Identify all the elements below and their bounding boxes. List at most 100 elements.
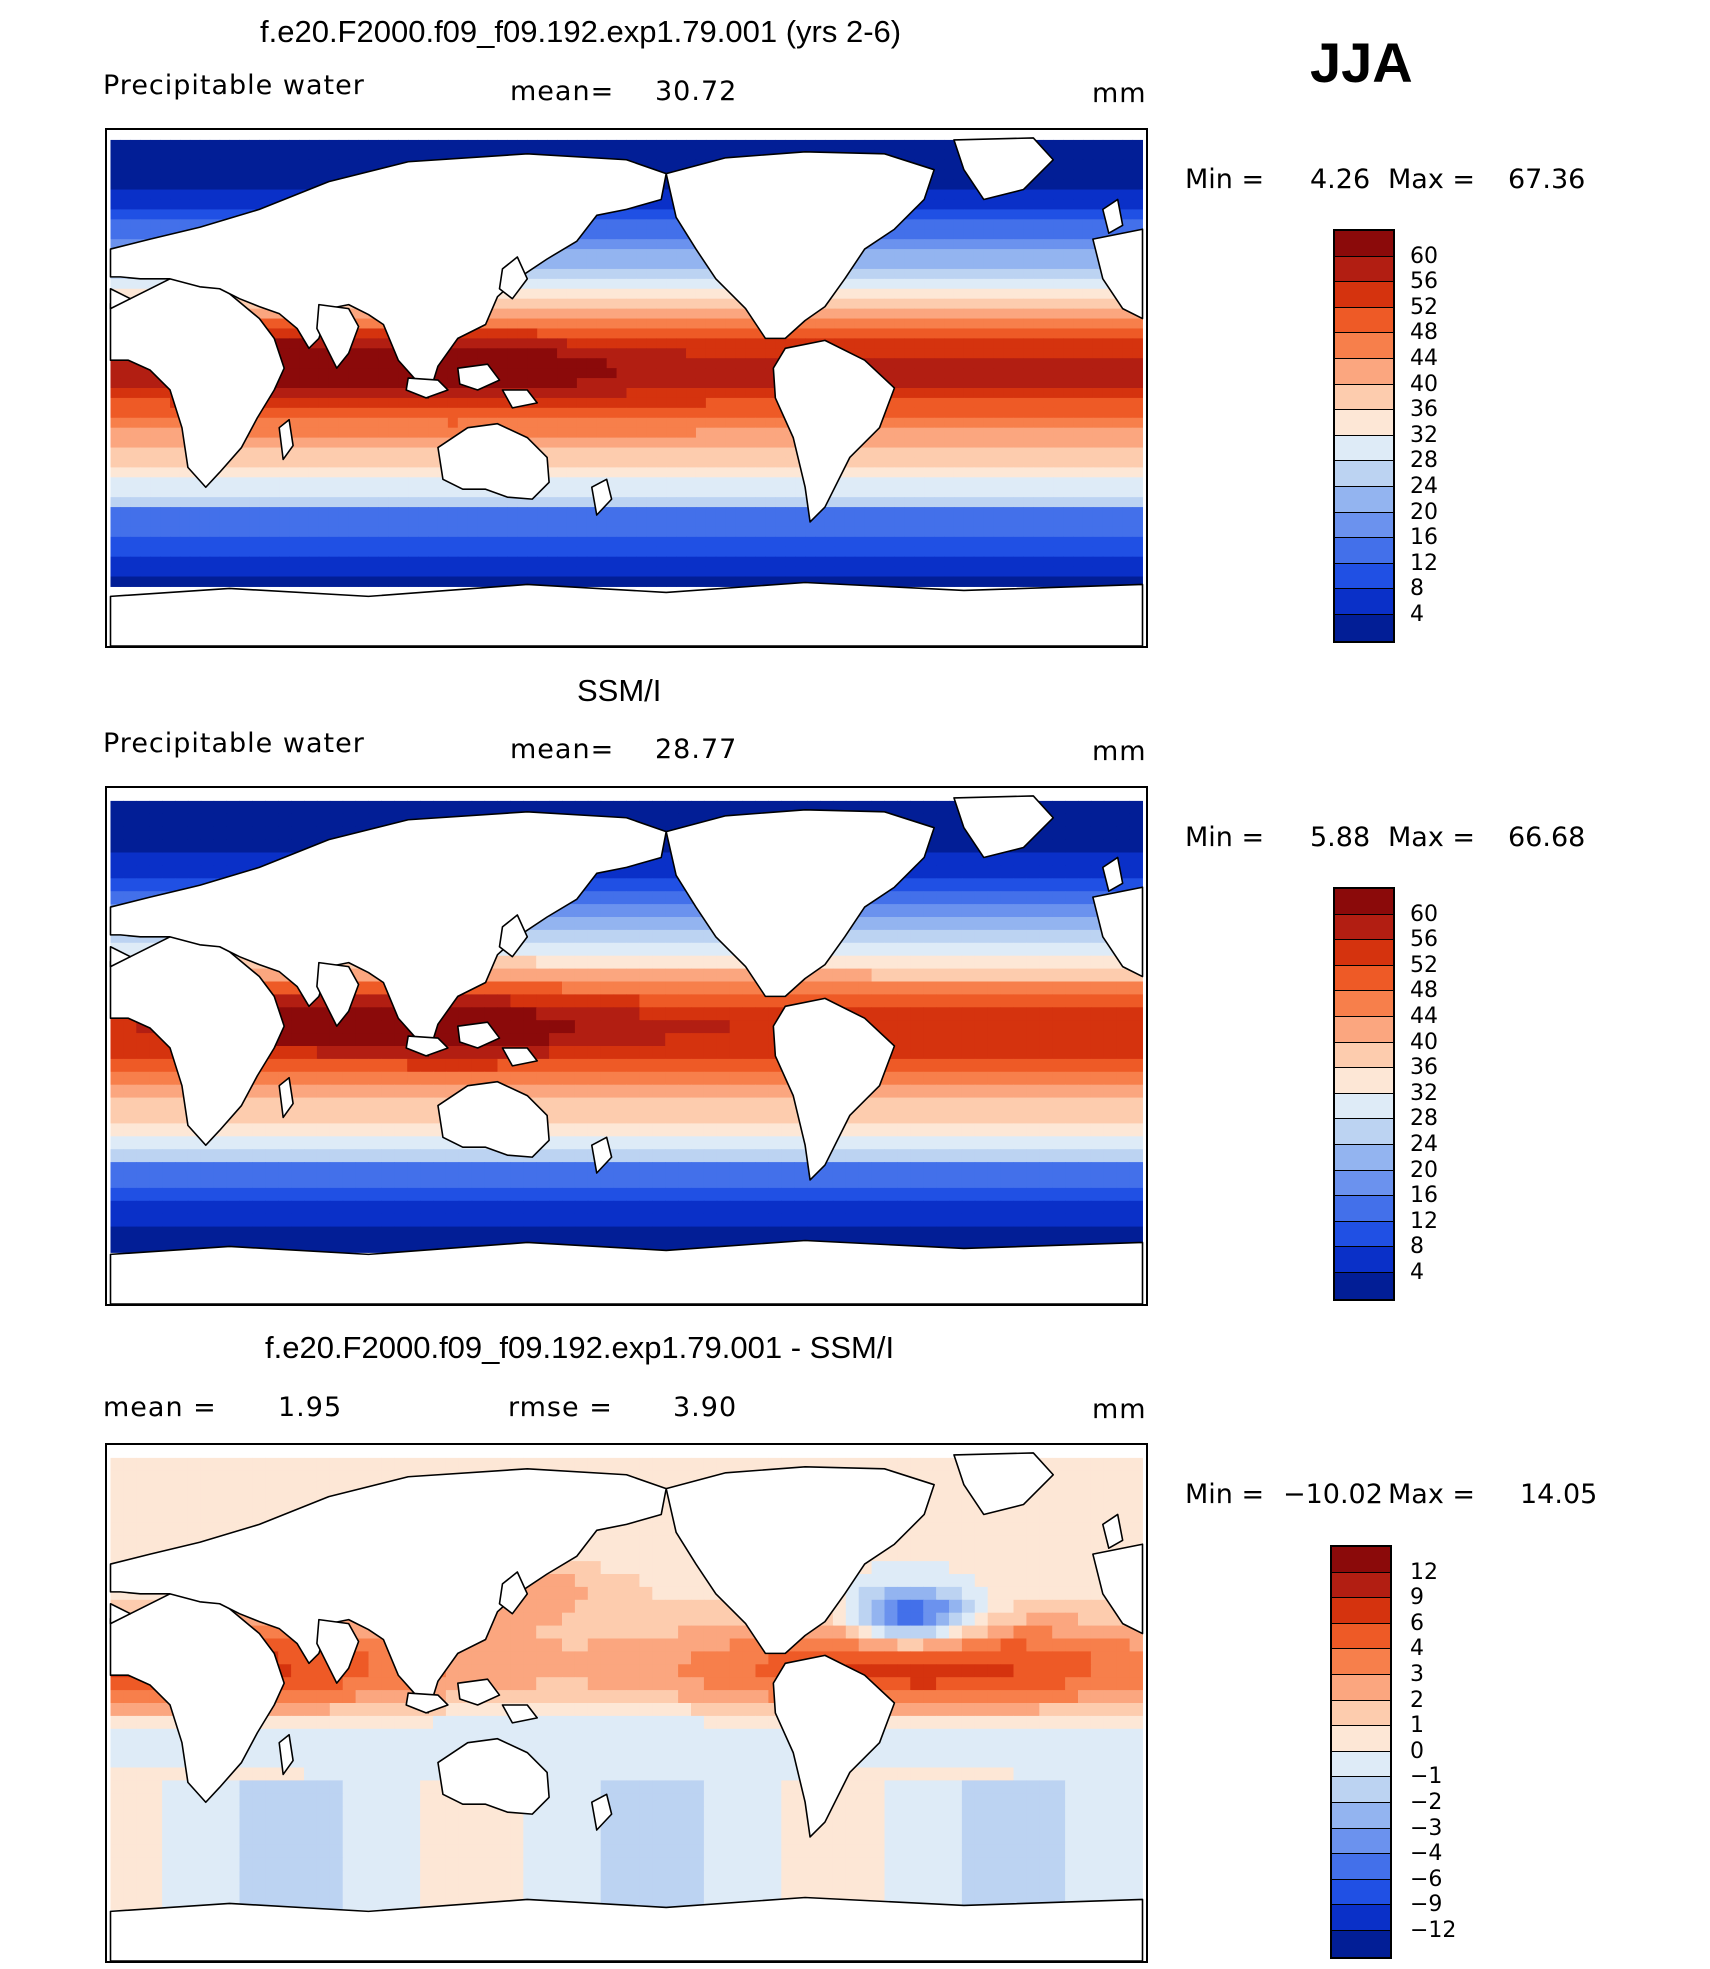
coastline [457,1678,501,1706]
panel3-title: f.e20.F2000.f09_f09.192.exp1.79.001 - SS… [265,1330,895,1365]
panel1-mean-value: 30.72 [655,76,738,107]
panel2-min-value: 5.88 [1310,822,1371,853]
colorbar-tick-label: 32 [1410,422,1438,448]
colorbar-tick-label: 12 [1410,1559,1438,1585]
colorbar-tick-label: 4 [1410,602,1424,627]
panel2-variable: Precipitable water [103,728,365,759]
coastline [1092,886,1144,978]
colorbar-tick-label: 2 [1410,1687,1424,1713]
coastline [437,422,550,500]
colorbar-tick-label: 24 [1410,1132,1438,1157]
coastline [109,287,132,310]
coastline [665,1466,935,1655]
coastline [278,418,294,461]
coastline [590,478,613,516]
colorbar-tick-label: 20 [1410,1157,1438,1183]
panel1-min-value: 4.26 [1310,164,1371,195]
colorbar-swatch [1335,307,1393,334]
coastline [437,1737,550,1815]
coastline [109,581,1144,646]
colorbar-swatch [1332,1854,1390,1880]
panel3-colorbar [1330,1545,1392,1959]
coastline [109,1239,1144,1304]
panel1-map-svg [109,137,1144,646]
colorbar-swatch [1335,1196,1393,1222]
colorbar-tick-label: 16 [1410,1183,1438,1209]
colorbar-swatch [1332,1777,1390,1803]
coastline [772,1654,896,1838]
panel2-min-label: Min = [1185,822,1265,853]
colorbar-swatch [1335,563,1393,590]
colorbar-swatch [1332,1674,1390,1701]
colorbar-tick-label: 28 [1410,448,1438,474]
coastline [590,1793,613,1831]
colorbar-tick-label: 1 [1410,1713,1424,1739]
colorbar-tick-label: 48 [1410,978,1438,1004]
coastline [1102,1513,1124,1549]
colorbar-swatch [1335,435,1393,462]
coastline [437,1080,550,1158]
colorbar-tick-label: 6 [1410,1610,1424,1636]
panel2-units: mm [1092,736,1147,767]
colorbar-tick-label: −3 [1410,1815,1443,1841]
colorbar-swatch [1335,1170,1393,1197]
coastline [457,1021,501,1049]
colorbar-tick-label: −9 [1410,1892,1443,1918]
colorbar-tick-label: −6 [1410,1866,1443,1892]
colorbar-swatch [1335,461,1393,487]
colorbar-swatch [1335,410,1393,436]
panel3-rmse-label: rmse = [508,1392,613,1423]
colorbar-tick-label: 56 [1410,927,1438,953]
panel2-max-label: Max = [1388,822,1476,853]
coastline [501,1047,538,1067]
panel1-min-label: Min = [1185,164,1265,195]
colorbar-tick-label: 3 [1410,1662,1424,1687]
coastline [498,256,529,300]
colorbar-swatch [1332,1649,1390,1675]
coastline [109,1602,132,1625]
colorbar-swatch [1332,1623,1390,1650]
colorbar-swatch [1335,384,1393,411]
colorbar-swatch [1332,1879,1390,1906]
panel3-max-value: 14.05 [1520,1479,1598,1510]
colorbar-swatch [1335,914,1393,941]
coastline [665,151,935,340]
colorbar-swatch [1335,1144,1393,1171]
panel1-max-value: 67.36 [1508,164,1586,195]
panel1-colorbar [1333,229,1395,643]
coastline [953,795,1054,859]
panel1-title: f.e20.F2000.f09_f09.192.exp1.79.001 (yrs… [260,14,902,49]
colorbar-tick-label: −1 [1410,1764,1443,1790]
colorbar-tick-label: 24 [1410,474,1438,499]
coastline [109,1593,285,1804]
colorbar-swatch [1335,1247,1393,1273]
colorbar-tick-label: 16 [1410,525,1438,551]
coastline [457,363,501,391]
colorbar-tick-label: 0 [1410,1738,1424,1764]
colorbar-swatch [1335,1272,1393,1299]
coastline [501,389,538,409]
coastline [109,278,285,489]
colorbar-swatch [1335,1119,1393,1145]
colorbar-tick-label: 8 [1410,1234,1424,1260]
colorbar-swatch [1335,231,1393,257]
coastline [772,339,896,523]
colorbar-tick-label: 36 [1410,397,1438,423]
colorbar-swatch [1335,965,1393,992]
colorbar-tick-label: 40 [1410,1029,1438,1055]
panel2-mean-label: mean= [510,734,615,765]
colorbar-swatch [1335,991,1393,1017]
panel3-mean-value: 1.95 [278,1392,343,1423]
colorbar-tick-label: 4 [1410,1260,1424,1285]
panel2-title: SSM/I [577,673,662,708]
coastline [1092,228,1144,320]
coastline [405,377,449,399]
panel2-mean-value: 28.77 [655,734,738,765]
colorbar-tick-label: 44 [1410,1004,1438,1029]
coastline [590,1136,613,1174]
colorbar-swatch [1335,256,1393,283]
coastline [109,936,285,1147]
panel3-min-label: Min = [1185,1479,1265,1510]
coastline [501,1704,538,1724]
colorbar-swatch [1335,1016,1393,1043]
